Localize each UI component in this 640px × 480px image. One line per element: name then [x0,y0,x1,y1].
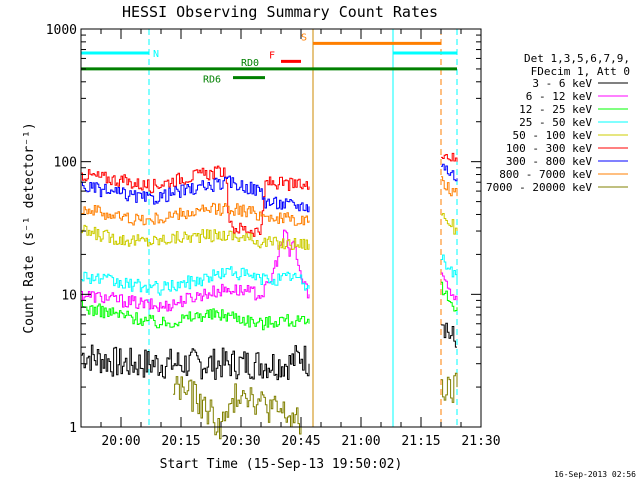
legend: Det 1,3,5,6,7,9,FDecim 1, Att 03 - 6 keV… [486,52,630,194]
y-axis: 1 10 100 1000 [46,23,481,436]
x-tick-label: 21:30 [461,434,500,449]
series-line-6-1 [441,163,458,182]
x-tick-label: 20:45 [281,434,320,449]
legend-entry-label: 100 - 300 keV [506,142,592,155]
legend-entry-label: 25 - 50 keV [519,116,592,129]
y-tick-label: 10 [61,288,77,303]
flag-bars: N S F RD0 RD6 [81,29,458,427]
legend-entry-label: 7000 - 20000 keV [486,181,592,194]
legend-entry-label: 50 - 100 keV [513,129,593,142]
series-line-1-1 [441,272,458,301]
series-line-8-1 [441,372,458,403]
x-tick-label: 21:00 [341,434,380,449]
series-line-0-1 [441,322,457,348]
legend-header-line-1: FDecim 1, Att 0 [531,65,630,78]
y-axis-label: Count Rate (s⁻¹ detector⁻¹) [22,122,37,333]
series-line-4-1 [441,213,458,235]
y-tick-label: 1 [69,421,77,436]
flag-label-f: F [269,50,275,61]
series-lines [81,152,458,440]
series-line-8-0 [173,376,302,440]
x-axis: 20:00 20:15 20:30 20:45 21:00 21:15 21:30 [80,29,501,449]
flag-label-s: S [301,32,307,43]
legend-entry-label: 300 - 800 keV [506,155,592,168]
legend-header-line-0: Det 1,3,5,6,7,9, [524,52,630,65]
series-line-7-1 [441,176,458,197]
legend-entry-label: 800 - 7000 keV [499,168,592,181]
series-line-5-0 [81,165,310,237]
series-line-2-0 [81,300,310,331]
x-axis-label: Start Time (15-Sep-13 19:50:02) [160,457,403,472]
series-line-5-1 [441,152,458,162]
flag-label-rd6: RD6 [203,75,221,86]
x-tick-label: 20:15 [161,434,200,449]
x-tick-label: 20:00 [101,434,140,449]
series-line-3-1 [441,254,458,280]
series-line-0-0 [81,344,310,381]
y-tick-label: 100 [54,156,77,171]
series-line-7-0 [81,202,310,226]
chart-title: HESSI Observing Summary Count Rates [122,3,438,21]
legend-entry-label: 6 - 12 keV [526,90,593,103]
series-line-3-0 [81,266,310,296]
legend-entry-label: 12 - 25 keV [519,103,592,116]
flag-label-n: N [153,49,159,60]
x-tick-label: 21:15 [401,434,440,449]
series-line-6-0 [81,175,310,213]
x-tick-label: 20:30 [221,434,260,449]
y-tick-label: 1000 [46,23,77,38]
timestamp: 16-Sep-2013 02:56 [554,470,636,479]
legend-entry-label: 3 - 6 keV [532,77,592,90]
series-line-2-1 [441,281,458,312]
series-line-4-0 [81,224,310,250]
flag-label-rd0: RD0 [241,58,259,69]
